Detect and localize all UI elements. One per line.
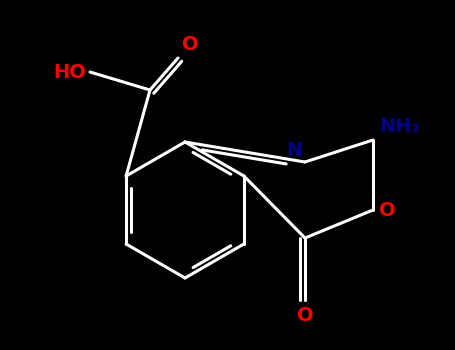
Text: O: O xyxy=(379,201,396,219)
Text: O: O xyxy=(182,35,199,54)
Text: N: N xyxy=(287,141,303,160)
Text: NH₂: NH₂ xyxy=(379,117,420,136)
Text: O: O xyxy=(297,306,313,325)
Text: HO: HO xyxy=(53,63,86,82)
